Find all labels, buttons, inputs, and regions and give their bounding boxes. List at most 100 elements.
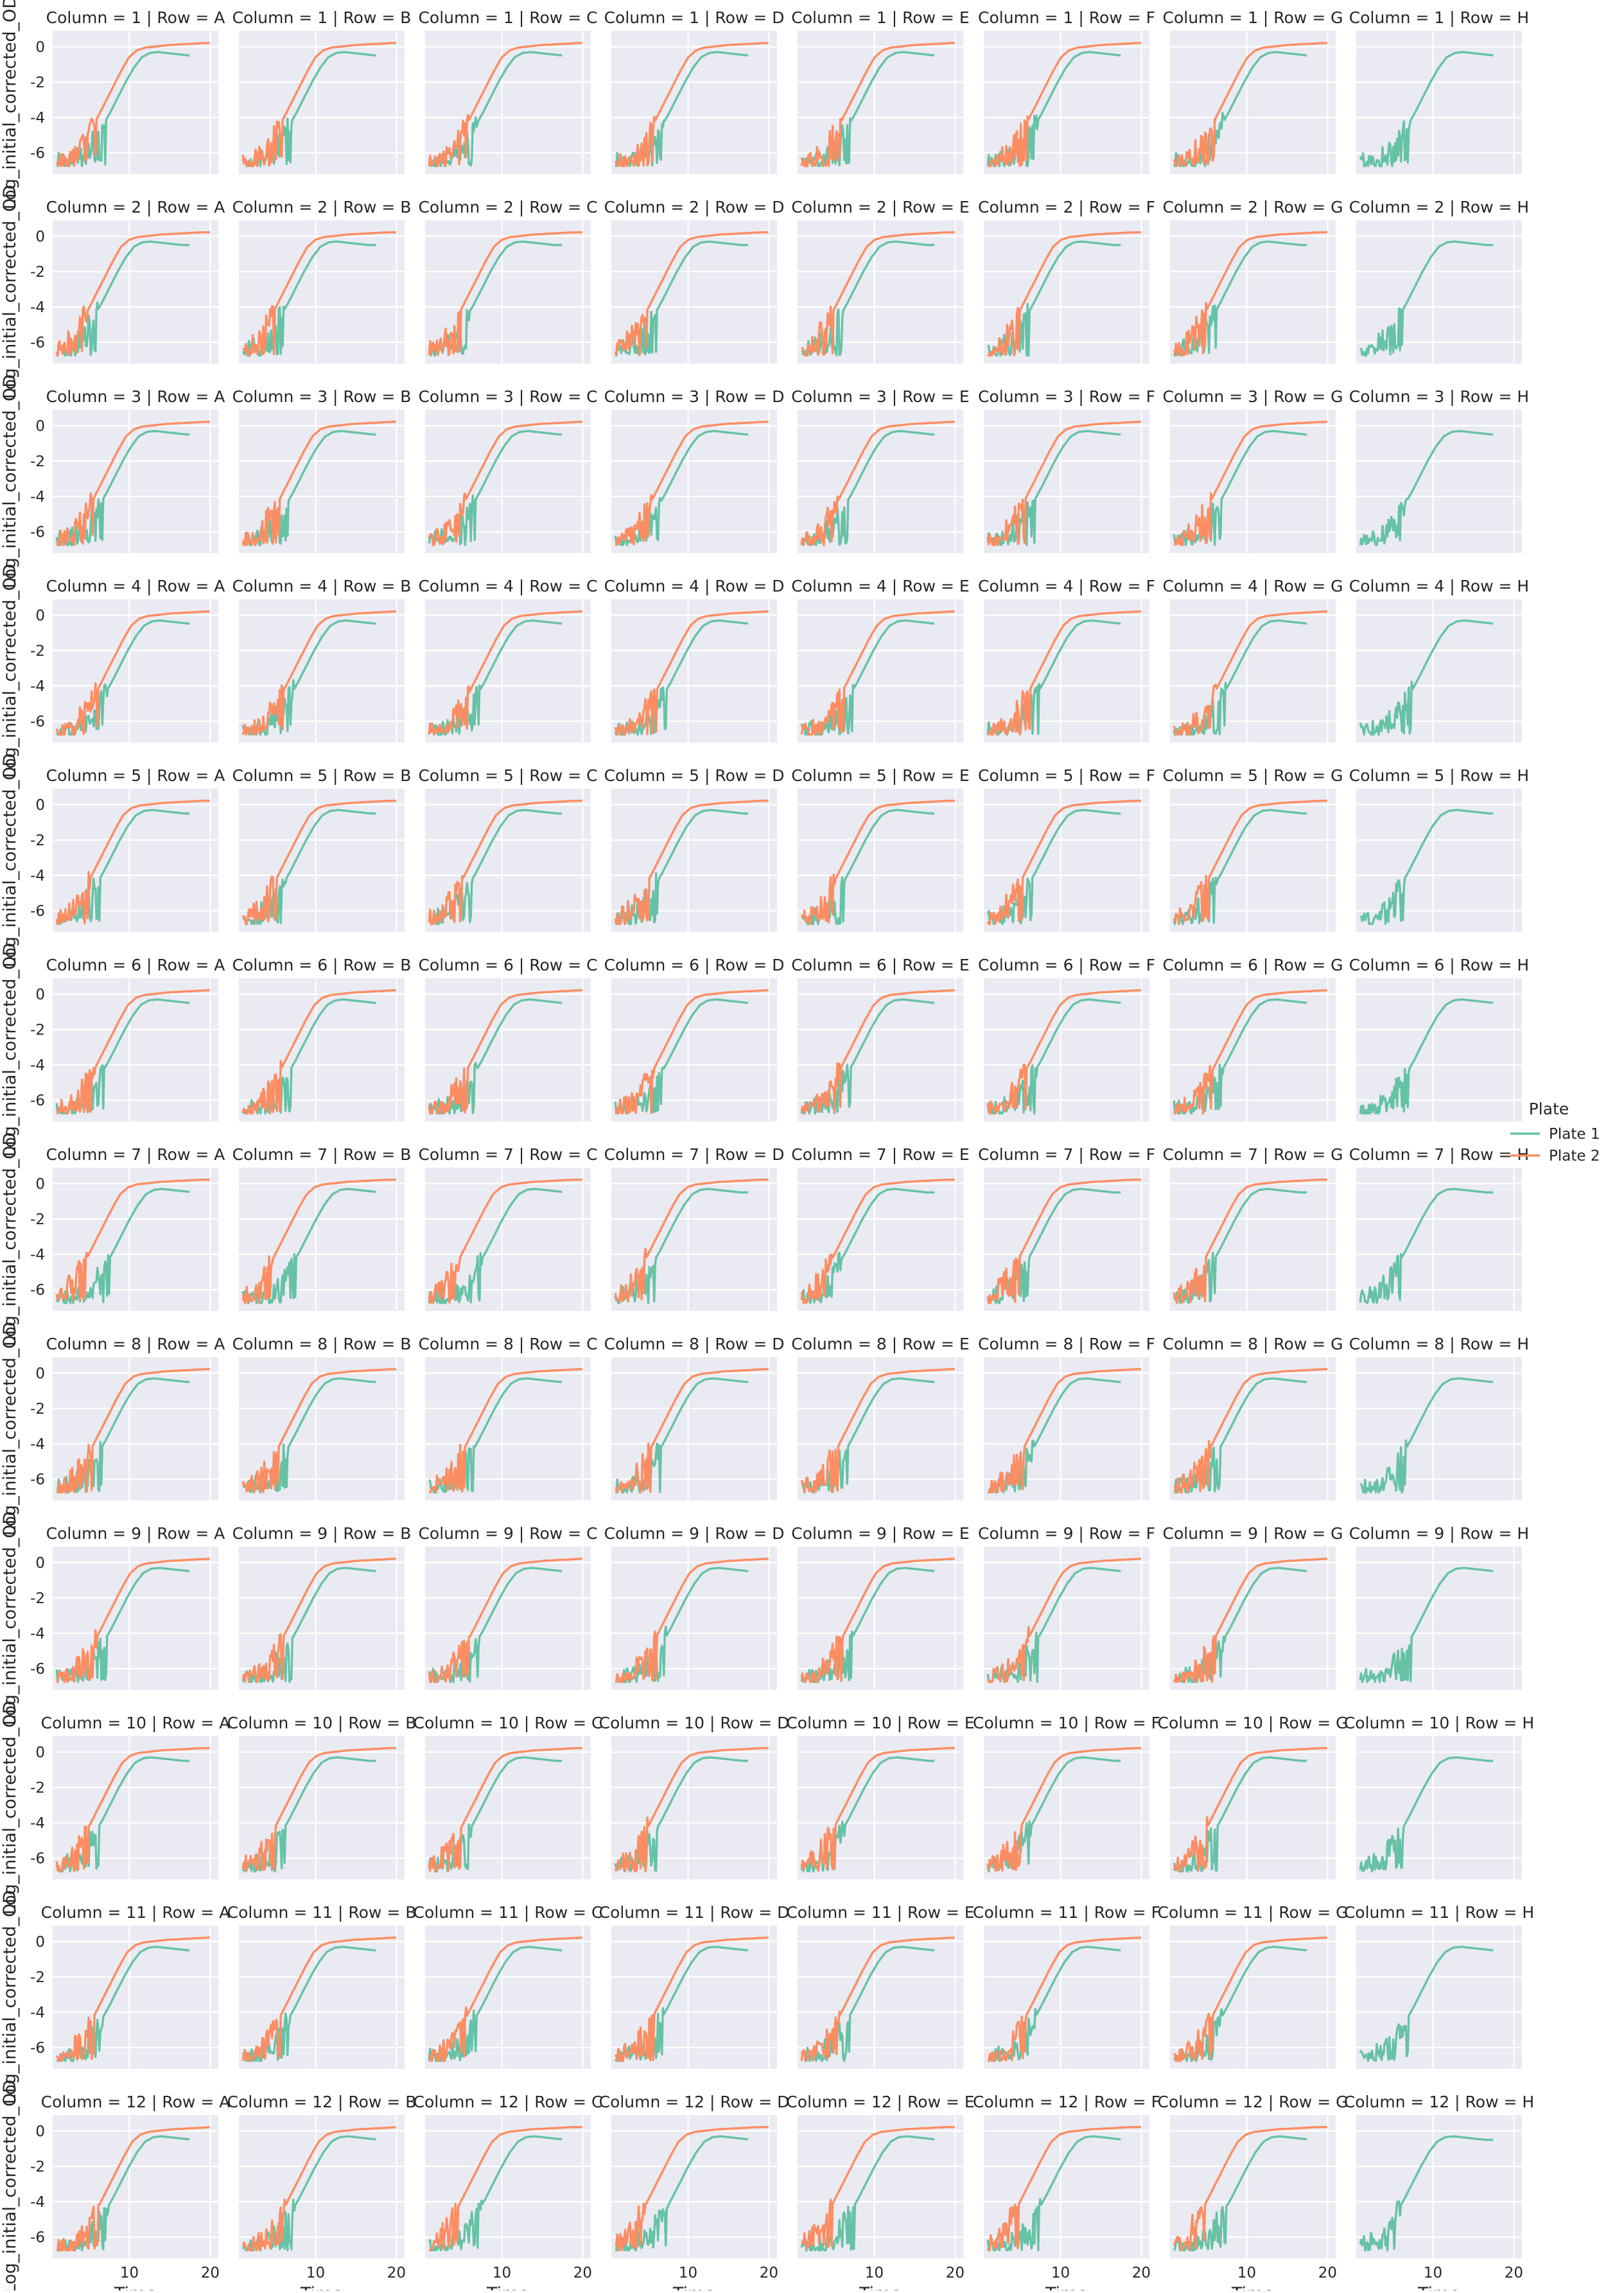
panel-column-12-row-H: Column = 12 | Row = H 10 20 Time — [1344, 2093, 1534, 2293]
panel-column-2-row-B: Column = 2 | Row = B — [232, 198, 411, 364]
x-tick-label: 10 — [306, 2265, 325, 2281]
series-line-plate-2 — [55, 800, 211, 926]
facet-title: Column = 7 | Row = C — [418, 1145, 597, 1164]
panel-column-11-row-D: Column = 11 | Row = D — [599, 1903, 789, 2069]
facet-title: Column = 2 | Row = G — [1162, 198, 1343, 216]
panel-background — [798, 31, 963, 174]
series-line-plate-1 — [987, 240, 1121, 357]
facet-title: Column = 1 | Row = D — [604, 8, 785, 27]
y-tick-label: -2 — [30, 1780, 45, 1797]
series-line-plate-2 — [800, 1747, 956, 1872]
facet-title: Column = 10 | Row = C — [414, 1714, 603, 1732]
y-tick-label: 0 — [35, 418, 45, 435]
panel-column-10-row-H: Column = 10 | Row = H — [1344, 1714, 1534, 1879]
panel-column-5-row-D: Column = 5 | Row = D — [604, 766, 784, 932]
facet-title: Column = 6 | Row = A — [46, 956, 225, 974]
facet-title: Column = 8 | Row = B — [232, 1335, 412, 1353]
y-tick-label: -4 — [30, 110, 45, 127]
facet-title: Column = 1 | Row = C — [418, 8, 597, 27]
panel-column-7-row-H: Column = 7 | Row = H — [1349, 1145, 1529, 1311]
y-tick-label: -4 — [30, 1247, 45, 1263]
series-line-plate-2 — [241, 1558, 397, 1683]
series-line-plate-2 — [428, 1558, 583, 1683]
series-line-plate-2 — [55, 1937, 211, 2062]
y-tick-label: 0 — [35, 1366, 45, 1382]
series-line-plate-2 — [428, 989, 583, 1115]
panel-column-6-row-A: Column = 6 | Row = A0 -2 -4 -6 Log_initial_c… — [0, 943, 225, 1157]
series-line-plate-1 — [428, 1567, 563, 1683]
y-tick-label: -2 — [30, 1969, 45, 1986]
series-line-plate-1 — [1359, 2135, 1494, 2252]
facet-title: Column = 1 | Row = G — [1162, 8, 1343, 27]
facet-title: Column = 4 | Row = C — [418, 577, 597, 595]
series-line-plate-2 — [57, 421, 211, 547]
facet-title: Column = 6 | Row = F — [978, 956, 1155, 974]
panel-column-1-row-D: Column = 1 | Row = D — [604, 8, 785, 174]
x-tick-label: 10 — [1237, 2265, 1256, 2281]
panel-background — [1170, 2115, 1336, 2258]
facet-title: Column = 11 | Row = H — [1344, 1903, 1534, 1922]
series-line-plate-2 — [57, 1558, 211, 1683]
series-line-plate-2 — [800, 989, 956, 1115]
facet-title: Column = 4 | Row = B — [232, 577, 412, 595]
panel-column-2-row-F: Column = 2 | Row = F — [978, 198, 1155, 364]
facet-title: Column = 1 | Row = H — [1349, 8, 1529, 27]
facet-title: Column = 7 | Row = H — [1349, 1145, 1529, 1164]
x-tick-label: 10 — [1051, 2265, 1070, 2281]
panel-column-8-row-H: Column = 8 | Row = H — [1349, 1335, 1529, 1500]
panel-column-6-row-B: Column = 6 | Row = B — [232, 956, 411, 1121]
facet-title: Column = 4 | Row = F — [978, 577, 1155, 595]
series-line-plate-1 — [986, 1756, 1121, 1873]
panel-column-8-row-D: Column = 8 | Row = D — [604, 1335, 784, 1500]
y-tick-label: -4 — [30, 678, 45, 695]
panel-column-4-row-G: Column = 4 | Row = G — [1162, 577, 1343, 742]
series-line-plate-2 — [1173, 1558, 1328, 1683]
facet-title: Column = 3 | Row = E — [791, 387, 969, 406]
series-line-plate-2 — [428, 610, 583, 735]
panel-column-3-row-F: Column = 3 | Row = F — [978, 387, 1155, 553]
series-line-plate-1 — [614, 809, 749, 926]
panel-column-3-row-G: Column = 3 | Row = G — [1162, 387, 1343, 553]
facet-title: Column = 6 | Row = H — [1349, 956, 1529, 974]
panel-column-4-row-A: Column = 4 | Row = A0 -2 -4 -6 Log_initial_c… — [0, 564, 225, 778]
facet-title: Column = 2 | Row = D — [604, 198, 785, 216]
facet-title: Column = 12 | Row = G — [1158, 2093, 1349, 2111]
series-line-plate-1 — [1173, 1377, 1307, 1494]
series-line-plate-1 — [428, 1756, 563, 1873]
series-line-plate-1 — [1359, 51, 1494, 168]
series-line-plate-1 — [55, 809, 190, 926]
panel-column-8-row-A: Column = 8 | Row = A0 -2 -4 -6 Log_initial_c… — [0, 1322, 225, 1536]
panel-column-4-row-B: Column = 4 | Row = B — [232, 577, 412, 742]
series-line-plate-1 — [428, 51, 563, 168]
panel-column-6-row-F: Column = 6 | Row = F — [978, 956, 1155, 1121]
series-line-plate-2 — [55, 1179, 211, 1302]
panel-column-5-row-C: Column = 5 | Row = C — [418, 766, 598, 932]
facet-title: Column = 10 | Row = G — [1158, 1714, 1349, 1732]
panel-background — [1356, 1547, 1522, 1690]
series-line-plate-1 — [55, 430, 190, 547]
panel-background — [53, 789, 218, 932]
facet-title: Column = 3 | Row = G — [1162, 387, 1343, 406]
panel-column-10-row-A: Column = 10 | Row = A 0 -2 -4 -6 Log_initial_… — [0, 1701, 230, 1915]
facet-title: Column = 8 | Row = A — [46, 1335, 225, 1353]
facet-title: Column = 9 | Row = H — [1349, 1524, 1529, 1543]
panel-column-10-row-B: Column = 10 | Row = B — [227, 1714, 416, 1879]
series-line-plate-2 — [986, 1747, 1142, 1872]
facet-title: Column = 8 | Row = G — [1162, 1335, 1343, 1353]
series-line-plate-2 — [800, 1937, 956, 2062]
panel-column-1-row-C: Column = 1 | Row = C — [418, 8, 598, 174]
y-tick-label: -4 — [30, 489, 45, 505]
facet-title: Column = 10 | Row = D — [599, 1714, 790, 1732]
y-tick-label: 0 — [35, 797, 45, 814]
facet-title: Column = 8 | Row = H — [1349, 1335, 1529, 1353]
series-line-plate-2 — [800, 1558, 956, 1683]
y-axis-label: Log_initial_corrected_OD — [0, 185, 20, 399]
y-tick-label: -2 — [30, 2159, 45, 2175]
x-axis-label: Time — [859, 2284, 902, 2290]
series-line-plate-2 — [986, 610, 1142, 736]
series-line-plate-1 — [1359, 1946, 1494, 2062]
series-line-plate-2 — [986, 1179, 1142, 1305]
series-line-plate-2 — [56, 1368, 211, 1494]
x-axis-label: Time — [1045, 2284, 1088, 2290]
facet-title: Column = 7 | Row = G — [1162, 1145, 1343, 1164]
